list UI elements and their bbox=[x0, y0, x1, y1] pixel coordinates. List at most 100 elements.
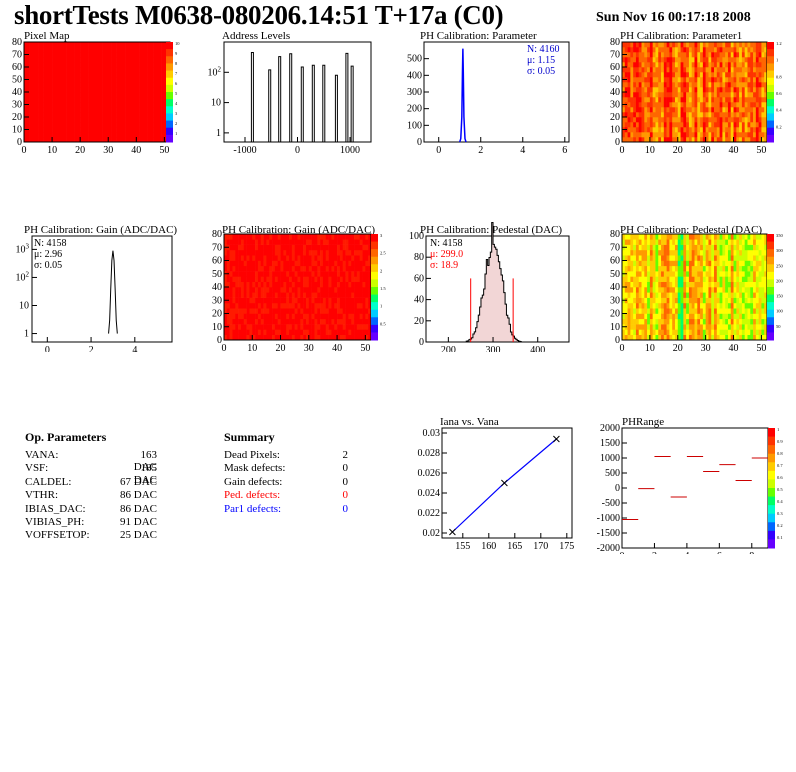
heatmap-cell bbox=[669, 324, 673, 330]
heatmap-cell bbox=[294, 281, 298, 288]
heatmap-cell bbox=[111, 82, 115, 88]
heatmap-cell bbox=[249, 334, 253, 341]
heatmap-cell bbox=[127, 62, 131, 68]
heatmap-cell bbox=[85, 62, 89, 68]
heatmap-cell bbox=[119, 42, 123, 48]
heatmap-cell bbox=[136, 122, 140, 128]
heatmap-cell bbox=[730, 122, 734, 128]
heatmap-cell bbox=[733, 276, 737, 282]
heatmap-cell bbox=[649, 234, 653, 240]
heatmap-cell bbox=[694, 77, 698, 83]
heatmap-cell bbox=[711, 47, 715, 53]
parameter-name: VTHR: bbox=[25, 489, 58, 502]
heatmap-cell bbox=[663, 132, 667, 138]
heatmap-cell bbox=[683, 137, 687, 143]
heatmap-cell bbox=[266, 265, 270, 272]
heatmap-cell bbox=[328, 271, 332, 277]
heatmap-cell bbox=[289, 255, 293, 261]
heatmap-cell bbox=[52, 102, 56, 108]
heatmap-cell bbox=[52, 92, 56, 98]
heatmap-cell bbox=[661, 132, 665, 138]
heatmap-cell bbox=[337, 281, 341, 288]
heatmap-cell bbox=[627, 334, 631, 341]
heatmap-cell bbox=[80, 132, 84, 138]
heatmap-cell bbox=[266, 281, 270, 288]
chart-pedestal-map: PH Calibration: Pedestal (DAC)0 10 20 30 40 5… bbox=[610, 224, 784, 352]
heatmap-cell bbox=[49, 97, 53, 103]
heatmap-cell bbox=[727, 239, 732, 245]
heatmap-cell bbox=[339, 334, 344, 341]
heatmap-cell bbox=[331, 276, 335, 282]
heatmap-cell bbox=[683, 329, 687, 335]
heatmap-cell bbox=[741, 334, 745, 341]
heatmap-cell bbox=[260, 276, 264, 282]
heatmap-cell bbox=[52, 57, 56, 63]
heatmap-cell bbox=[627, 265, 631, 272]
heatmap-cell bbox=[38, 52, 42, 58]
heatmap-cell bbox=[633, 72, 637, 78]
color-bar-label: 1 bbox=[175, 131, 177, 136]
heatmap-cell bbox=[300, 318, 304, 325]
heatmap-cell bbox=[627, 271, 631, 277]
heatmap-cell bbox=[122, 97, 126, 103]
heatmap-cell bbox=[750, 281, 754, 288]
heatmap-cell bbox=[624, 42, 628, 48]
heatmap-cell bbox=[38, 62, 42, 68]
heatmap-cell bbox=[111, 92, 115, 98]
heatmap-cell bbox=[317, 239, 321, 245]
heatmap-cell bbox=[747, 122, 751, 128]
heatmap-cell bbox=[263, 281, 267, 288]
heatmap-cell bbox=[240, 302, 245, 309]
heatmap-cell bbox=[139, 107, 143, 113]
heatmap-cell bbox=[716, 47, 720, 53]
heatmap-cell bbox=[102, 122, 106, 128]
heatmap-cell bbox=[716, 122, 720, 128]
heatmap-cell bbox=[719, 329, 723, 335]
heatmap-cell bbox=[43, 72, 47, 78]
parameter-value: 185 DAC bbox=[133, 462, 157, 487]
heatmap-cell bbox=[274, 249, 279, 256]
heatmap-cell bbox=[342, 318, 346, 325]
heatmap-cell bbox=[136, 132, 140, 138]
heatmap-cell bbox=[736, 67, 740, 73]
heatmap-cell bbox=[97, 62, 101, 68]
heatmap-cell bbox=[161, 67, 165, 73]
heatmap-cell bbox=[238, 265, 242, 272]
heatmap-cell bbox=[116, 62, 120, 68]
heatmap-cell bbox=[339, 302, 344, 309]
heatmap-cell bbox=[638, 329, 642, 335]
heatmap-cell bbox=[235, 276, 239, 282]
heatmap-cell bbox=[705, 313, 709, 320]
heatmap-cell bbox=[331, 329, 335, 335]
heatmap-cell bbox=[286, 308, 290, 314]
heatmap-cell bbox=[702, 281, 706, 288]
heatmap-cell bbox=[702, 318, 706, 325]
heatmap-cell bbox=[303, 276, 307, 282]
heatmap-cell bbox=[661, 102, 665, 108]
heatmap-cell bbox=[240, 292, 245, 298]
heatmap-cell bbox=[747, 92, 751, 98]
heatmap-cell bbox=[663, 122, 667, 128]
heatmap-cell bbox=[337, 318, 341, 325]
heatmap-cell bbox=[719, 308, 723, 314]
heatmap-cell bbox=[635, 132, 640, 138]
heatmap-cell bbox=[68, 92, 73, 98]
heatmap-cell bbox=[627, 92, 631, 98]
heatmap-cell bbox=[691, 137, 695, 143]
heatmap-cell bbox=[683, 292, 687, 298]
heatmap-cell bbox=[702, 137, 706, 143]
heatmap-cell bbox=[722, 308, 726, 314]
heatmap-cell bbox=[669, 276, 673, 282]
heatmap-cell bbox=[224, 249, 228, 256]
heatmap-cell bbox=[334, 281, 338, 288]
y-tick-label: 10 bbox=[610, 322, 620, 333]
heatmap-cell bbox=[300, 302, 304, 309]
heatmap-cell bbox=[289, 265, 293, 272]
heatmap-cell bbox=[727, 82, 732, 88]
heatmap-cell bbox=[351, 234, 355, 240]
heatmap-cell bbox=[269, 329, 273, 335]
heatmap-cell bbox=[49, 87, 53, 93]
color-bar-segment bbox=[371, 294, 378, 303]
heatmap-cell bbox=[633, 82, 637, 88]
heatmap-cell bbox=[744, 92, 748, 98]
